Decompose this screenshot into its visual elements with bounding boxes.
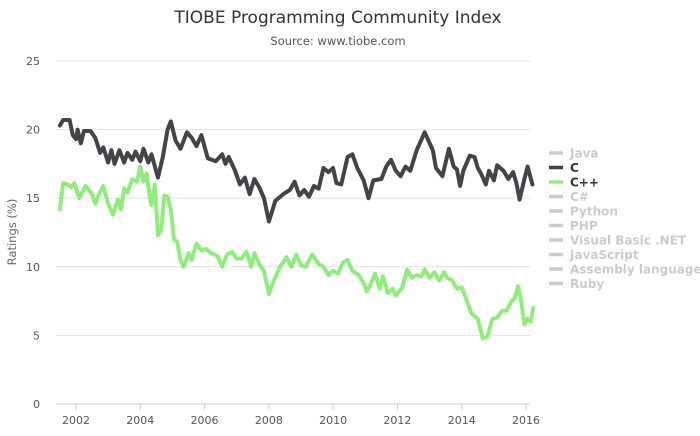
x-tick-label: 2016	[512, 414, 540, 427]
legend-item-java[interactable]: Java	[549, 147, 598, 161]
y-tick-label: 0	[33, 398, 40, 411]
legend-label: C	[570, 161, 579, 175]
x-axis: 2002 2004 2006 2008 2010 2012 2014 2016	[56, 403, 540, 427]
legend-label: C#	[570, 190, 589, 204]
x-tick-label: 2002	[62, 414, 90, 427]
x-tick-label: 2006	[191, 414, 219, 427]
legend-item-ruby[interactable]: Ruby	[549, 277, 604, 291]
legend-item-visual-basic-net[interactable]: Visual Basic .NET	[549, 234, 687, 248]
legend-label: Ruby	[570, 277, 604, 291]
x-tick-label: 2010	[319, 414, 347, 427]
y-tick-label: 5	[33, 329, 40, 342]
legend-item-c[interactable]: C++	[549, 176, 599, 190]
legend-label: C++	[570, 176, 599, 190]
y-axis: 0 5 10 15 20 25	[26, 55, 40, 411]
chart-title: TIOBE Programming Community Index	[173, 8, 501, 28]
series-line-c[interactable]	[57, 118, 535, 224]
legend-label: PHP	[570, 219, 598, 233]
x-tick-label: 2012	[383, 414, 411, 427]
plot-area	[57, 118, 536, 341]
legend-item-python[interactable]: Python	[549, 205, 618, 219]
y-tick-label: 20	[26, 124, 40, 137]
y-tick-label: 25	[26, 55, 40, 68]
legend-item-assembly-language[interactable]: Assembly language	[549, 263, 700, 277]
legend-item-c[interactable]: C	[549, 161, 579, 175]
series-line-cpp[interactable]	[57, 164, 536, 341]
x-tick-label: 2014	[448, 414, 476, 427]
grid	[56, 60, 530, 336]
legend-label: Assembly language	[570, 263, 700, 277]
legend-label: Java	[569, 147, 598, 161]
legend-item-javascript[interactable]: JavaScript	[549, 248, 639, 262]
legend-item-php[interactable]: PHP	[549, 219, 598, 233]
chart-subtitle: Source: www.tiobe.com	[270, 34, 405, 48]
legend-label: Python	[570, 205, 618, 219]
legend-label: Visual Basic .NET	[570, 234, 687, 248]
x-tick-label: 2004	[126, 414, 154, 427]
y-axis-title: Ratings (%)	[5, 199, 19, 266]
x-tick-label: 2008	[255, 414, 283, 427]
legend-item-c[interactable]: C#	[549, 190, 589, 204]
y-tick-label: 10	[26, 261, 40, 274]
legend-label: JavaScript	[569, 248, 639, 262]
y-tick-label: 15	[26, 192, 40, 205]
